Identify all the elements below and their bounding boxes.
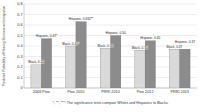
grid-line xyxy=(24,25,197,26)
y-axis xyxy=(24,4,25,88)
data-label: Black, 0.38 xyxy=(97,44,113,48)
bar xyxy=(169,49,179,88)
data-label: Black, 0.37 xyxy=(167,45,183,49)
tick-label: 0 xyxy=(20,86,22,90)
axis-title: Predicted Probability of Hearing Sermons… xyxy=(2,6,6,87)
data-label: Black, 0.36 xyxy=(132,46,148,50)
bar xyxy=(66,46,76,88)
tick-label: 0.2 xyxy=(17,65,22,69)
category-label: Pew 2012 xyxy=(137,90,154,94)
tick-label: 0.3 xyxy=(17,55,22,59)
data-label: Hispanic, 0.47* xyxy=(36,34,58,38)
grid-line xyxy=(24,4,197,5)
category-label: PRRI 2013 xyxy=(170,90,189,94)
category-label: PRRI 2010 xyxy=(101,90,120,94)
data-label: Black, 0.22 xyxy=(28,60,44,64)
tick-label: 0.4 xyxy=(17,44,22,48)
footnote: *, **, ***: The significance tests compa… xyxy=(53,101,169,105)
tick-label: 0.7 xyxy=(17,13,22,17)
grid-line xyxy=(24,14,197,15)
tick-label: 0.8 xyxy=(17,2,22,6)
category-label: 2006 Pew xyxy=(33,90,50,94)
bars xyxy=(31,22,190,88)
tick-label: 0.1 xyxy=(17,76,22,80)
data-label: Hispanic, 0.632** xyxy=(69,17,94,21)
bar xyxy=(180,49,190,88)
data-label: Hispanic, 0.37 xyxy=(175,40,195,44)
tick-label: 0.6 xyxy=(17,23,22,27)
tick-label: 0.5 xyxy=(17,34,22,38)
bar xyxy=(31,65,41,88)
bar xyxy=(135,50,145,88)
bar xyxy=(76,22,86,88)
data-label: Black, 0.40* xyxy=(62,42,80,46)
category-label: Pew 2010 xyxy=(67,90,84,94)
data-label: Hispanic, 0.50 xyxy=(106,31,126,35)
bar xyxy=(100,48,110,88)
chart: 0 0.1 0.2 0.3 0.4 0.5 0.6 0.7 0.8 Predicted Proba… xyxy=(0,0,200,112)
data-label: Hispanic, 0.45 xyxy=(140,36,160,40)
background xyxy=(0,0,200,112)
